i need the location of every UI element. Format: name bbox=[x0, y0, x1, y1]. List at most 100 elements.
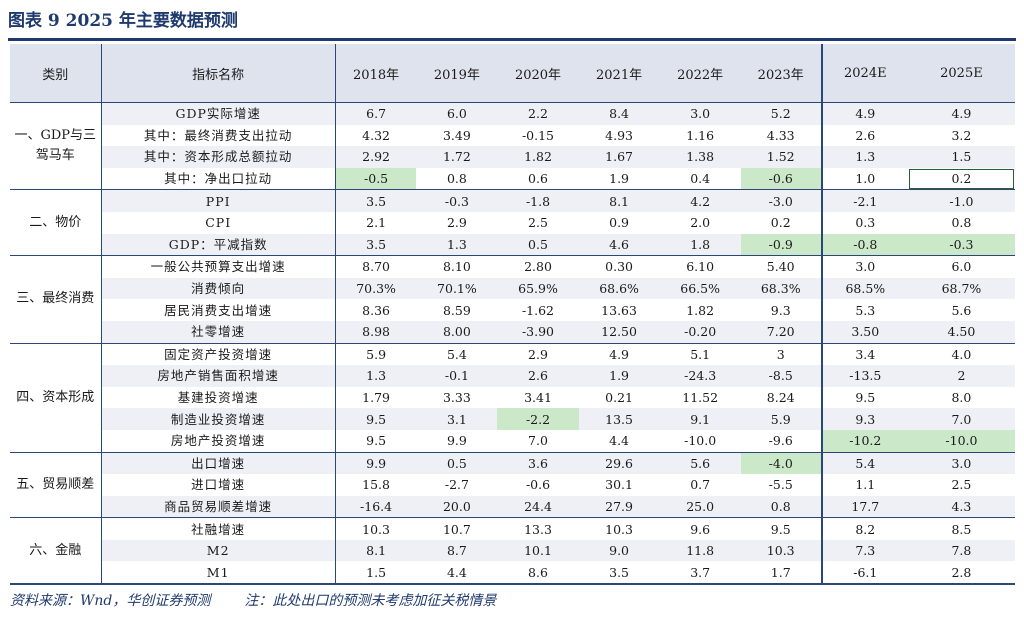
value-cell: 1.16 bbox=[686, 127, 715, 143]
indicator-name: 其中：资本形成总额拉动 bbox=[100, 146, 336, 168]
indicator-name: 制造业投资增速 bbox=[100, 408, 336, 430]
forecast-value-cell: -0.3 bbox=[907, 233, 1015, 256]
indicator-name: 居民消费支出增速 bbox=[100, 299, 336, 321]
value-cell: 6.10 bbox=[659, 255, 741, 278]
indicator-name: 出口增速 bbox=[100, 451, 336, 475]
value-cell: 1.5 bbox=[334, 561, 417, 586]
value-cell: 7.20 bbox=[740, 320, 822, 344]
value-cell: 2.5 bbox=[528, 215, 548, 231]
value-cell: -24.3 bbox=[659, 365, 741, 387]
forecast-value-cell: 9.3 bbox=[820, 408, 908, 430]
value-cell: 3.33 bbox=[442, 390, 471, 406]
value-cell: 9.0 bbox=[578, 539, 660, 562]
forecast-value-cell: 9.5 bbox=[820, 386, 908, 409]
value-cell: 9.5 bbox=[740, 517, 822, 540]
category-cell: 一、GDP与三驾马车 bbox=[10, 101, 102, 190]
value-cell: -1.62 bbox=[521, 302, 555, 318]
value-cell: 4.93 bbox=[605, 127, 633, 143]
value-cell: 9.6 bbox=[659, 517, 741, 540]
value-cell: -3.0 bbox=[740, 189, 822, 212]
value-cell: -2.7 bbox=[444, 477, 469, 493]
header-year: 2021年 bbox=[578, 44, 660, 103]
indicator-name: 进口增速 bbox=[100, 474, 336, 496]
value-cell: 9.1 bbox=[659, 408, 741, 430]
value-cell: 3 bbox=[740, 342, 822, 366]
value-cell: 8.1 bbox=[334, 539, 417, 562]
value-cell: -0.3 bbox=[416, 189, 498, 212]
value-cell: 3.0 bbox=[659, 101, 741, 125]
forecast-value-cell: 7.0 bbox=[907, 408, 1015, 430]
value-cell: 11.52 bbox=[682, 390, 719, 406]
value-cell: 9.9 bbox=[334, 451, 417, 475]
value-cell: 0.2 bbox=[770, 215, 791, 231]
value-cell: 8.36 bbox=[334, 299, 417, 321]
value-cell: 6.0 bbox=[416, 101, 498, 125]
figure-title: 图表 9 2025 年主要数据预测 bbox=[8, 11, 238, 31]
forecast-value-cell: 17.7 bbox=[820, 495, 908, 518]
footer: 资料来源：Wnd，华创证券预测 注：此处出口的预测未考虑加征关税情景 bbox=[10, 590, 496, 612]
header-year: 2020年 bbox=[497, 44, 579, 103]
forecast-value-cell: 8.0 bbox=[951, 390, 972, 406]
forecast-value-cell: 3.0 bbox=[820, 255, 908, 278]
value-cell: 9.5 bbox=[334, 408, 417, 430]
value-cell: -0.5 bbox=[334, 167, 417, 190]
value-cell: 3.41 bbox=[524, 390, 552, 406]
value-cell: 68.6% bbox=[578, 277, 660, 300]
value-cell: 6.7 bbox=[334, 101, 417, 125]
value-cell: 0.5 bbox=[497, 233, 579, 256]
forecast-value-cell: 8.2 bbox=[820, 517, 908, 540]
indicator-name: 固定资产投资增速 bbox=[100, 342, 336, 366]
value-cell: 25.0 bbox=[659, 495, 741, 518]
value-cell: 13.5 bbox=[578, 408, 660, 430]
forecast-value-cell: 3.4 bbox=[820, 342, 908, 366]
forecast-value-cell: 4.9 bbox=[907, 101, 1015, 125]
value-cell: 15.8 bbox=[334, 474, 417, 496]
table-row: CPI 2.1 2.9 2.5 0.9 2.0 0.2 0.3 0.8 bbox=[10, 211, 1015, 234]
value-cell: 2.2 bbox=[497, 101, 579, 125]
category-cell: 三、最终消费 bbox=[10, 255, 102, 344]
value-cell: 8.10 bbox=[416, 255, 498, 278]
value-cell: 1.8 bbox=[659, 233, 741, 256]
indicator-name: 其中：净出口拉动 bbox=[100, 167, 336, 190]
value-cell: -9.6 bbox=[768, 433, 793, 449]
table-row: 五、贸易顺差 出口增速 9.9 0.5 3.6 29.6 5.6 -4.0 5.4 3.0 bbox=[10, 451, 1015, 518]
indicator-name: 一般公共预算支出增速 bbox=[100, 255, 336, 278]
value-cell: 9.5 bbox=[334, 429, 417, 452]
value-cell: 1.82 bbox=[497, 146, 579, 168]
value-cell: 29.6 bbox=[578, 451, 660, 475]
value-cell: 11.8 bbox=[659, 539, 741, 562]
forecast-value-cell: 2.5 bbox=[951, 477, 972, 493]
value-cell: 1.7 bbox=[740, 561, 822, 586]
table-row: 商品贸易顺差增速 -16.4 20.0 24.4 27.9 25.0 0.8 17.7 4.3 bbox=[10, 495, 1015, 518]
category-cell: 四、资本形成 bbox=[10, 342, 102, 452]
value-cell: 2.0 bbox=[690, 215, 711, 231]
value-cell: -16.4 bbox=[334, 495, 417, 518]
value-cell: 5.1 bbox=[659, 342, 741, 366]
value-cell: 8.98 bbox=[334, 320, 417, 344]
forecast-value-cell: 1.3 bbox=[820, 146, 908, 168]
value-cell: 1.3 bbox=[416, 233, 498, 256]
table-row: 其中：资本形成总额拉动 2.92 1.72 1.82 1.67 1.38 1.52 1.3 1.… bbox=[10, 146, 1015, 168]
forecast-value-cell: 7.3 bbox=[820, 539, 908, 562]
value-cell: 4.6 bbox=[578, 233, 660, 256]
value-cell: 30.1 bbox=[605, 477, 633, 493]
value-cell: 0.9 bbox=[609, 215, 630, 231]
forecast-value-cell: -10.0 bbox=[907, 429, 1015, 452]
table-row: 居民消费支出增速 8.36 8.59 -1.62 13.63 1.82 9.3 5.3 5.6 bbox=[10, 299, 1015, 321]
table-row: 房地产销售面积增速 1.3 -0.1 2.6 1.9 -24.3 -8.5 -13.5 2 bbox=[10, 365, 1015, 387]
value-cell: 13.3 bbox=[497, 517, 579, 540]
value-cell: 0.21 bbox=[605, 390, 633, 406]
value-cell: 65.9% bbox=[497, 277, 579, 300]
forecast-value-cell: 2.6 bbox=[820, 124, 908, 147]
header-year: 2024E bbox=[820, 44, 908, 103]
category-cell: 六、金融 bbox=[10, 517, 102, 586]
value-cell: -8.5 bbox=[740, 365, 822, 387]
table-row: 三、最终消费 一般公共预算支出增速 8.70 8.10 2.80 0.30 6.10 5.40… bbox=[10, 255, 1015, 344]
title-divider bbox=[8, 38, 1016, 41]
value-cell: 1.67 bbox=[578, 146, 660, 168]
forecast-value-cell: -1.0 bbox=[907, 189, 1015, 212]
value-cell: 7.0 bbox=[528, 433, 548, 449]
value-cell: -3.90 bbox=[497, 320, 579, 344]
value-cell: 5.9 bbox=[740, 408, 822, 430]
forecast-value-cell: 0.2 bbox=[908, 168, 1015, 190]
